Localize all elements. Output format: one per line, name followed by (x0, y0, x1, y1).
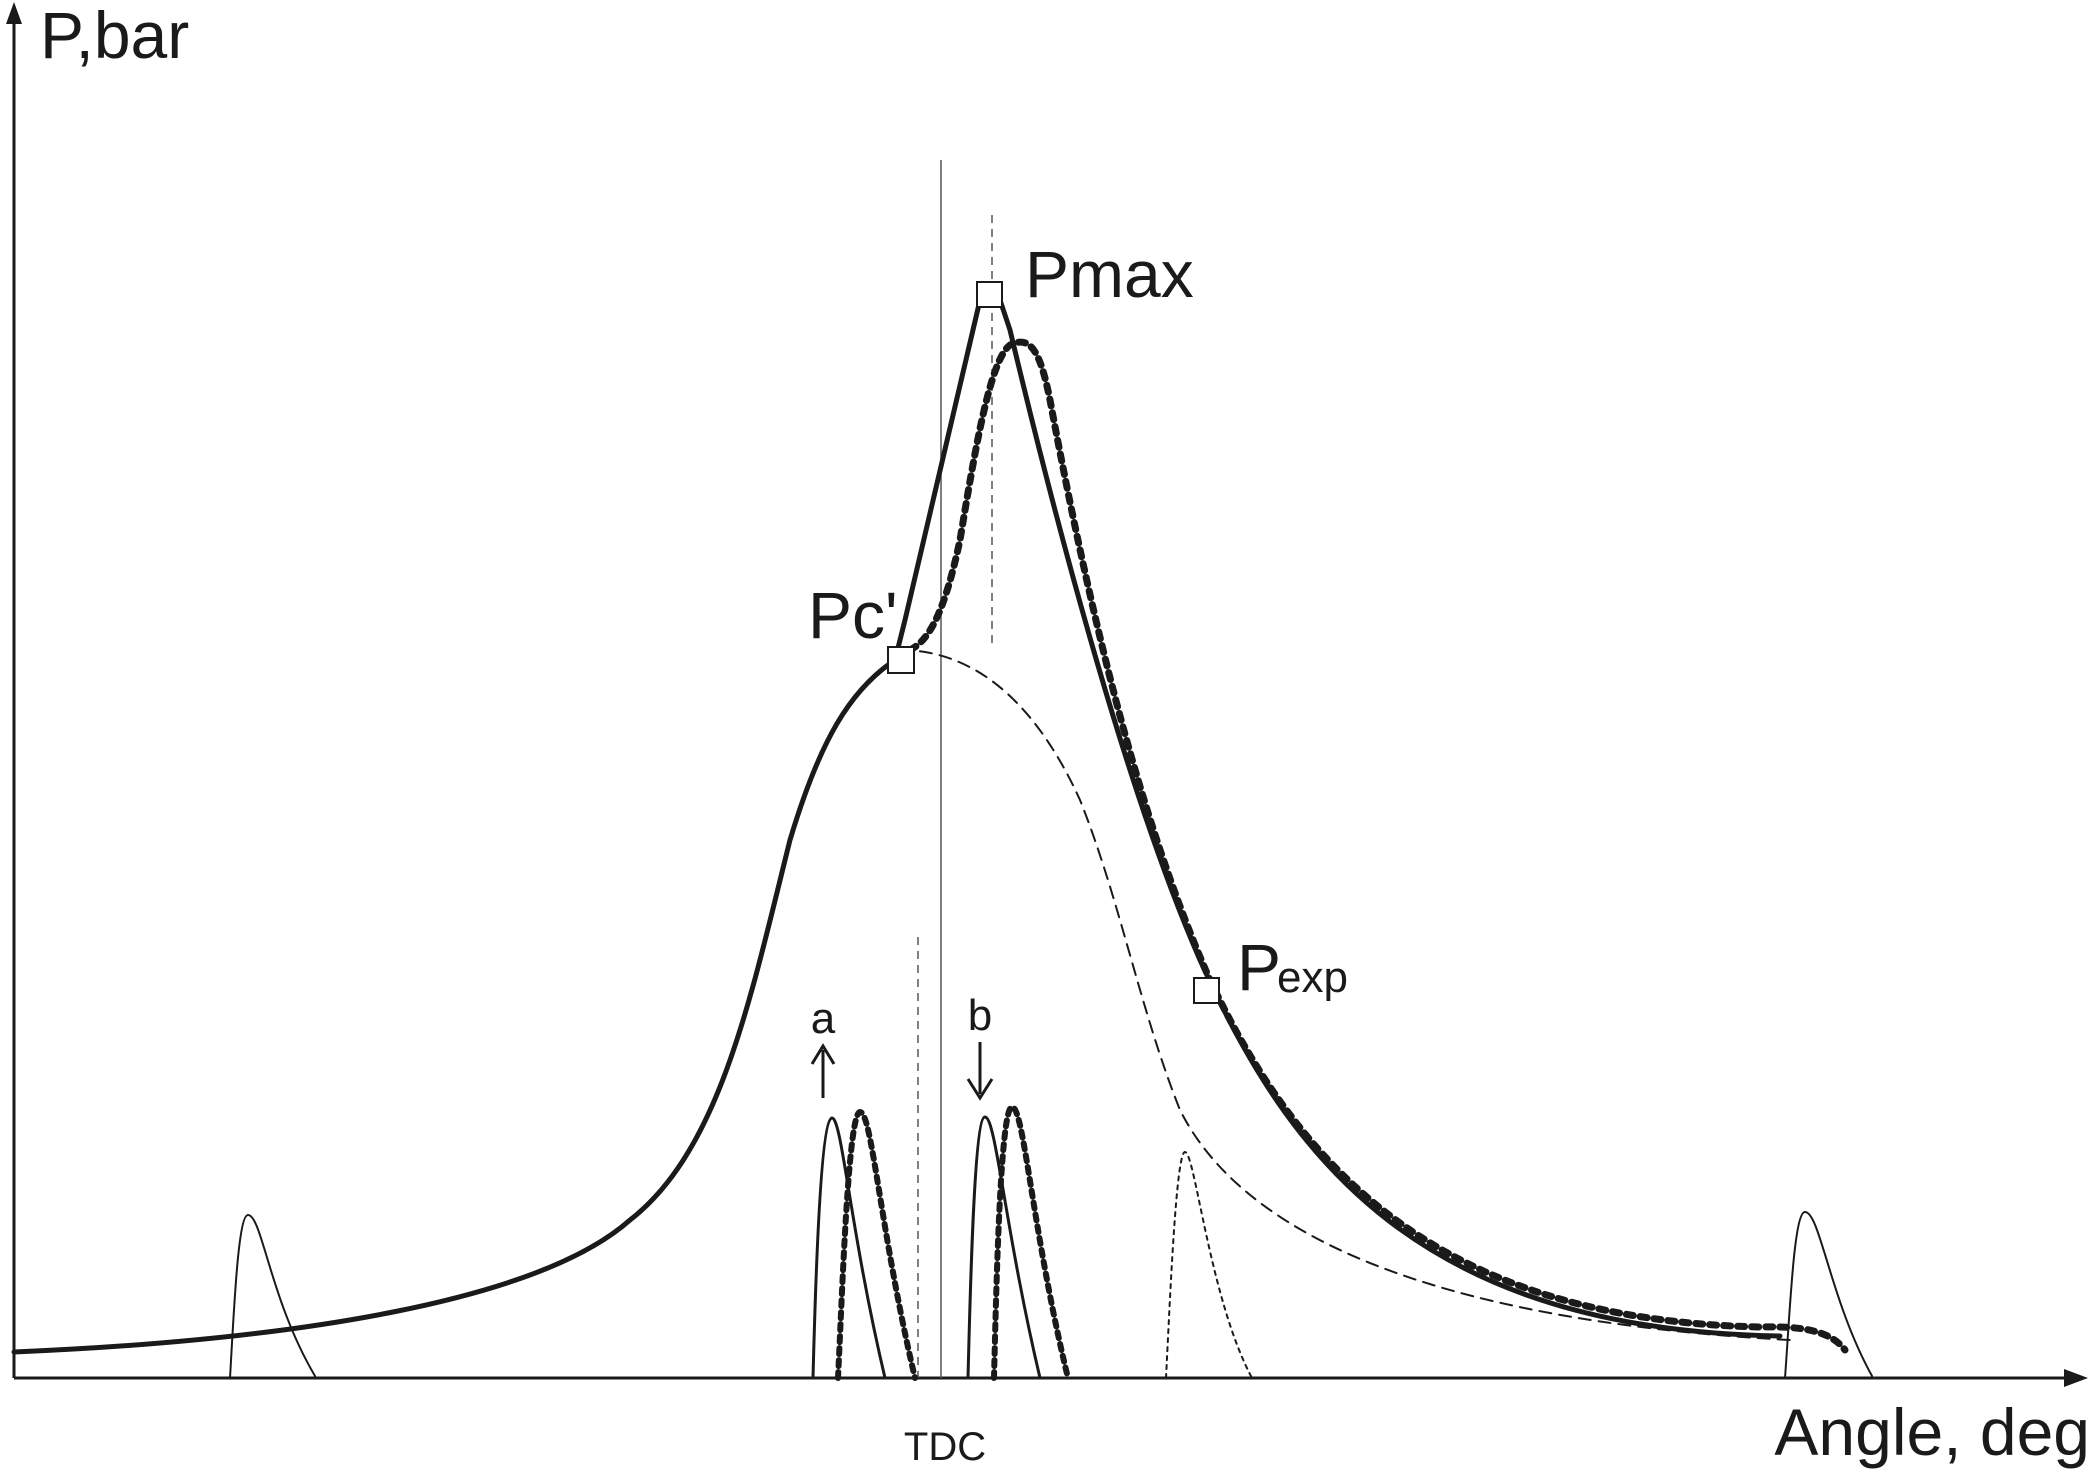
pmax-label: Pmax (1025, 237, 1194, 311)
x-axis-label: Angle, deg (1774, 1395, 2090, 1469)
pulse-b-dotted (991, 1104, 1071, 1381)
pc-marker (887, 646, 915, 674)
pulse-a-dotted (835, 1109, 918, 1381)
y-axis-label: P,bar (40, 0, 189, 72)
tdc-label: TDC (904, 1425, 986, 1469)
pulse-b-solid (966, 1115, 1042, 1380)
axes (6, 2, 2088, 1387)
late-pulse-dotted (1165, 1151, 1253, 1379)
down-arrow-icon (966, 1042, 994, 1101)
main-pressure-curve (11, 297, 1783, 1355)
pc-label: Pc' (808, 578, 898, 652)
up-arrow-icon (810, 1043, 836, 1098)
left-thin-pulse (229, 1214, 316, 1379)
y-axis-arrowhead (6, 2, 22, 24)
right-thin-pulse (1784, 1211, 1873, 1379)
pexp-label: P (1237, 930, 1281, 1004)
pexp-subscript: exp (1277, 953, 1348, 1002)
pulse-a-solid (811, 1116, 887, 1380)
motoring-pressure-curve (899, 649, 1791, 1341)
x-axis-arrowhead (2064, 1369, 2088, 1387)
pexp-marker (1193, 977, 1220, 1004)
pmax-marker (976, 281, 1003, 308)
delayed-pressure-curve (906, 338, 1849, 1354)
pulse-b-label: b (968, 991, 992, 1040)
pulse-a-label: a (811, 994, 836, 1043)
